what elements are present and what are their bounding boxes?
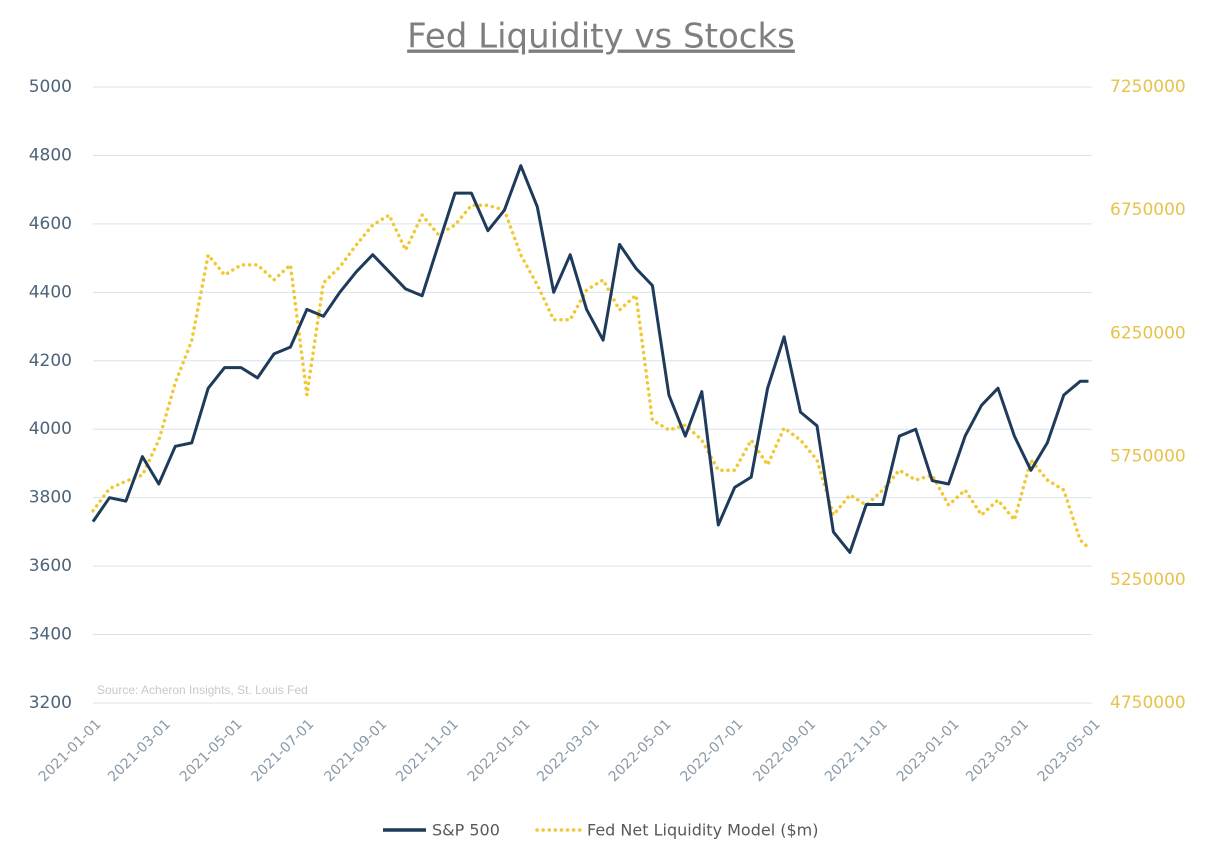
source-note: Source: Acheron Insights, St. Louis Fed — [97, 683, 308, 697]
series-line — [91, 164, 1089, 554]
legend-label: Fed Net Liquidity Model ($m) — [587, 821, 819, 840]
y2-tick-label: 6750000 — [1110, 200, 1186, 220]
y2-tick-label: 5750000 — [1110, 447, 1186, 467]
x-tick-label: 2023-05-01 — [1035, 716, 1104, 785]
x-tick-label: 2021-11-01 — [393, 716, 462, 785]
y2-tick-label: 7250000 — [1110, 77, 1186, 97]
x-tick-label: 2023-01-01 — [894, 716, 963, 785]
y-tick-label: 3800 — [29, 488, 72, 508]
x-tick-label: 2021-03-01 — [105, 716, 174, 785]
y-tick-label: 4600 — [29, 214, 72, 234]
series-line — [91, 203, 1091, 550]
y-tick-label: 4400 — [29, 282, 72, 302]
y-tick-label: 4000 — [29, 419, 72, 439]
x-tick-label: 2021-05-01 — [177, 716, 246, 785]
y-tick-label: 3200 — [29, 693, 72, 713]
x-tick-label: 2023-03-01 — [963, 716, 1032, 785]
y-tick-label: 4800 — [29, 145, 72, 165]
y-tick-label: 5000 — [29, 77, 72, 97]
x-tick-label: 2021-01-01 — [36, 716, 105, 785]
y-tick-label: 3400 — [29, 625, 72, 645]
x-tick-label: 2022-05-01 — [606, 716, 675, 785]
x-tick-label: 2022-03-01 — [534, 716, 603, 785]
y2-tick-label: 6250000 — [1110, 323, 1186, 343]
x-tick-label: 2022-07-01 — [678, 716, 747, 785]
x-tick-label: 2021-07-01 — [249, 716, 318, 785]
legend-label: S&P 500 — [432, 821, 500, 840]
x-tick-label: 2021-09-01 — [321, 716, 390, 785]
x-tick-label: 2022-09-01 — [750, 716, 819, 785]
x-tick-label: 2022-01-01 — [465, 716, 534, 785]
y2-tick-label: 4750000 — [1110, 693, 1186, 713]
y2-tick-label: 5250000 — [1110, 570, 1186, 590]
chart-title: Fed Liquidity vs Stocks — [407, 17, 795, 57]
y-tick-label: 4200 — [29, 351, 72, 371]
x-tick-label: 2022-11-01 — [822, 716, 891, 785]
y-tick-label: 3600 — [29, 556, 72, 576]
